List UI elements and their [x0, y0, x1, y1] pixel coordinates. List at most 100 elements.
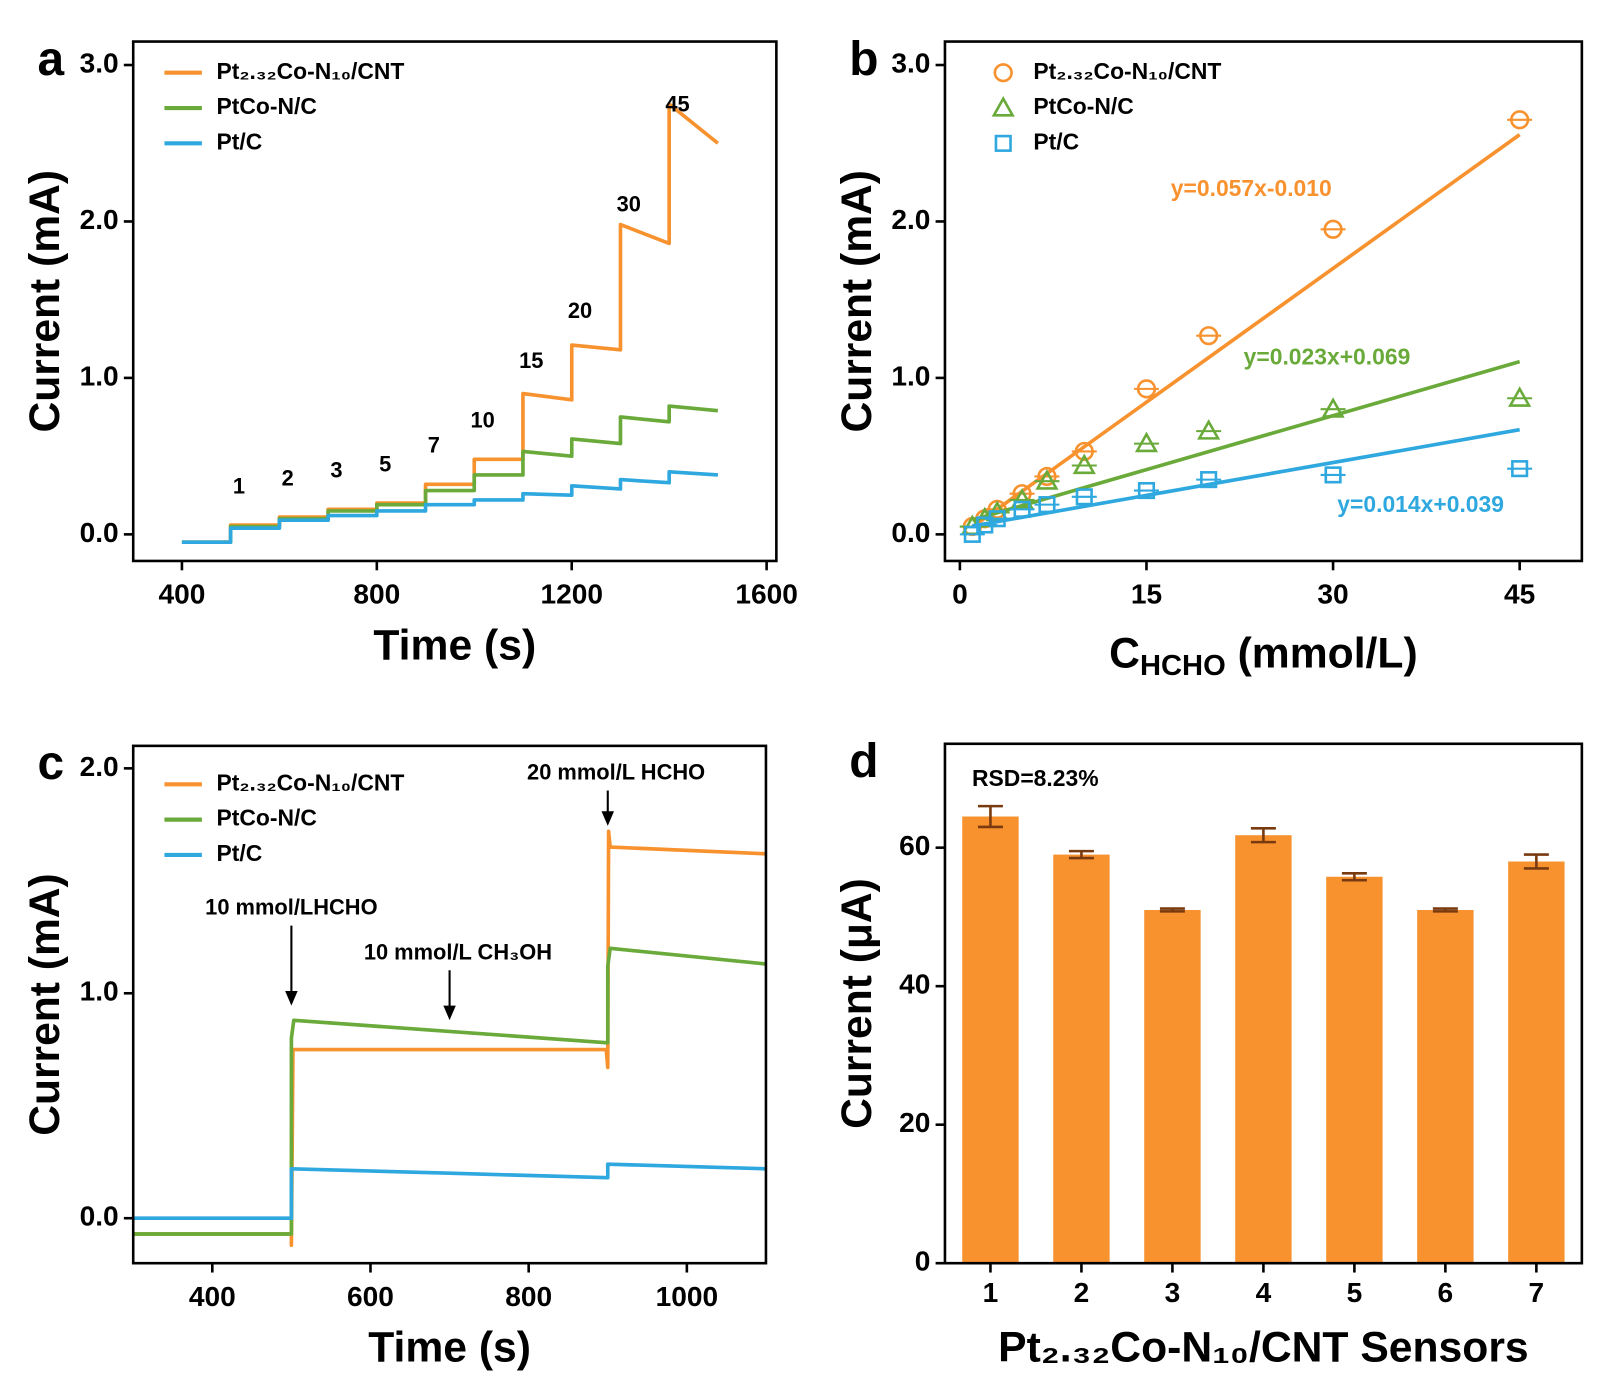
x-tick-label: 5: [1347, 1277, 1363, 1308]
point: [1134, 431, 1159, 453]
series-line: [133, 829, 767, 1248]
x-tick-label: 3: [1165, 1277, 1181, 1308]
y-axis-title: Current (mA): [833, 170, 881, 433]
panel-letter: c: [37, 737, 64, 790]
arrow-head: [443, 1005, 456, 1021]
y-axis-title: Current (mA): [21, 873, 69, 1136]
x-axis-title-part: (mmol/L): [1226, 630, 1418, 678]
series-line: [181, 404, 719, 544]
y-tick-label: 3.0: [80, 47, 119, 78]
step-label: 15: [519, 348, 543, 373]
legend-marker: [993, 63, 1013, 83]
legend-label: Pt/C: [1033, 128, 1079, 154]
legend-label: PtCo-N/C: [216, 93, 316, 119]
panel-letter: a: [37, 33, 64, 86]
x-axis-title: Time (s): [368, 1324, 531, 1372]
x-tick-label: 400: [189, 1281, 236, 1312]
annotation: 10 mmol/L CH₃OH: [364, 939, 552, 964]
fit-line: [971, 133, 1521, 529]
y-tick-label: 0: [915, 1246, 931, 1277]
y-tick-label: 1.0: [80, 360, 119, 391]
bar: [1417, 909, 1474, 1264]
plot-frame: [131, 40, 778, 563]
series-line: [133, 1162, 767, 1221]
step-label: 45: [665, 92, 689, 117]
bar: [962, 816, 1019, 1264]
y-axis-title: Current (μA): [833, 878, 881, 1129]
x-tick-label: 4: [1256, 1277, 1272, 1308]
fit-equation: y=0.023x+0.069: [1244, 343, 1411, 369]
legend-marker: [991, 96, 1015, 117]
bar: [1326, 876, 1383, 1264]
x-tick-label: 0: [952, 579, 968, 610]
series-line: [181, 470, 718, 544]
y-tick-label: 0.0: [80, 1201, 119, 1232]
x-axis-title-part: HCHO: [1140, 650, 1226, 682]
bar: [1144, 909, 1201, 1264]
bar: [1508, 861, 1565, 1264]
step-label: 7: [428, 433, 440, 458]
plot-frame: [943, 742, 1584, 1265]
annotation: 20 mmol/L HCHO: [527, 760, 705, 785]
y-tick-label: 60: [899, 830, 930, 861]
y-tick-label: 2.0: [80, 204, 119, 235]
legend-label: PtCo-N/C: [1033, 93, 1133, 119]
y-tick-label: 2.0: [80, 751, 119, 782]
x-tick-label: 2: [1074, 1277, 1090, 1308]
bar: [1235, 835, 1292, 1264]
x-tick-label: 45: [1504, 579, 1535, 610]
y-axis-title: Current (mA): [21, 170, 69, 433]
x-tick-label: 400: [158, 579, 205, 610]
plot-frame: [131, 744, 768, 1265]
plot-frame: [943, 40, 1584, 563]
step-label: 3: [330, 458, 342, 483]
x-tick-label: 600: [347, 1281, 394, 1312]
fit-equation: y=0.057x-0.010: [1171, 175, 1332, 201]
y-tick-label: 1.0: [80, 976, 119, 1007]
x-tick-label: 7: [1529, 1277, 1545, 1308]
step-label: 1: [233, 473, 245, 498]
x-tick-label: 6: [1438, 1277, 1454, 1308]
legend-label: Pt₂.₃₂Co-N₁₀/CNT: [1033, 58, 1221, 84]
x-axis-title: Pt₂.₃₂Co-N₁₀/CNT Sensors: [998, 1324, 1528, 1372]
step-label: 20: [568, 298, 592, 323]
step-label: 5: [379, 451, 391, 476]
panel-letter: d: [849, 735, 878, 788]
x-axis-title: Time (s): [373, 622, 536, 670]
x-tick-label: 1: [983, 1277, 999, 1308]
x-tick-label: 1600: [735, 579, 797, 610]
step-label: 2: [282, 466, 294, 491]
x-tick-label: 15: [1131, 579, 1162, 610]
fit-equation: y=0.014x+0.039: [1337, 491, 1504, 517]
legend-label: Pt/C: [216, 128, 262, 154]
x-tick-label: 800: [353, 579, 400, 610]
y-tick-label: 0.0: [891, 517, 930, 548]
point: [1010, 487, 1034, 509]
x-tick-label: 1200: [540, 579, 602, 610]
panel-letter: b: [849, 33, 878, 86]
step-label: 10: [470, 408, 494, 433]
legend-label: Pt₂.₃₂Co-N₁₀/CNT: [216, 769, 404, 795]
step-label: 30: [617, 192, 641, 217]
legend-label: Pt/C: [216, 840, 262, 866]
annotation: RSD=8.23%: [972, 765, 1099, 791]
x-tick-label: 1000: [656, 1281, 718, 1312]
y-tick-label: 2.0: [891, 204, 930, 235]
annotation: 10 mmol/LHCHO: [205, 895, 377, 920]
fit-line: [971, 359, 1521, 522]
bar: [1053, 854, 1110, 1264]
arrow-head: [601, 811, 615, 826]
legend-marker: [994, 134, 1012, 152]
x-tick-label: 800: [505, 1281, 552, 1312]
y-tick-label: 20: [899, 1107, 930, 1138]
y-tick-label: 3.0: [891, 47, 930, 78]
x-tick-label: 30: [1317, 579, 1348, 610]
series-line: [181, 102, 720, 544]
x-axis-title-part: C: [1109, 630, 1140, 678]
y-tick-label: 1.0: [891, 360, 930, 391]
y-tick-label: 40: [899, 969, 930, 1000]
x-axis-title: CHCHO (mmol/L): [1109, 630, 1418, 682]
legend-label: Pt₂.₃₂Co-N₁₀/CNT: [216, 58, 404, 84]
